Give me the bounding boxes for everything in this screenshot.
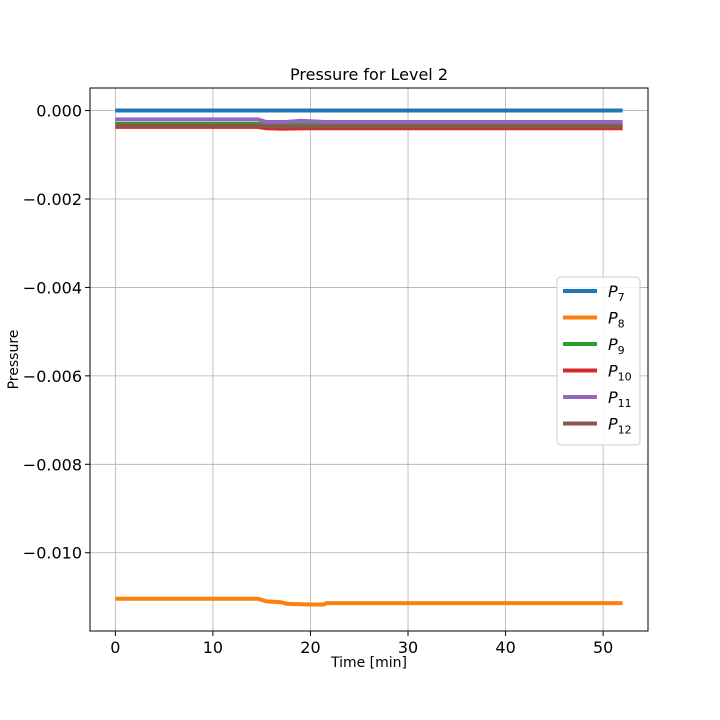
- x-axis-label: Time [min]: [330, 655, 407, 671]
- x-tick-label: 20: [300, 638, 320, 657]
- legend-label: P7: [608, 282, 625, 304]
- legend-box: [556, 276, 641, 446]
- series-line-p11: [115, 117, 623, 125]
- ticks: 0 10 20 30 40 50 0.000 −0.002 −0.004 −0.006 −0.008…: [23, 102, 614, 657]
- legend: P7 P8 P9 P10 P11 P12: [556, 276, 641, 446]
- plot-frame: [89, 87, 649, 632]
- y-axis-label: Pressure: [6, 330, 22, 390]
- series-line-p12: [115, 123, 623, 129]
- y-tick-label: −0.010: [23, 544, 82, 563]
- x-tick-label: 30: [398, 638, 418, 657]
- y-tick-label: −0.004: [23, 278, 82, 297]
- legend-label: P9: [608, 335, 625, 357]
- series-line-p8: [115, 596, 623, 607]
- series-layer: [115, 108, 623, 607]
- legend-label: P8: [608, 309, 625, 331]
- x-tick-label: 50: [593, 638, 613, 657]
- legend-label: P11: [608, 388, 632, 410]
- legend-label: P10: [608, 362, 632, 384]
- x-tick-label: 10: [203, 638, 223, 657]
- x-tick-label: 40: [495, 638, 515, 657]
- y-tick-label: 0.000: [36, 102, 82, 121]
- chart-title: Pressure for Level 2: [290, 65, 448, 84]
- y-tick-label: −0.006: [23, 367, 82, 386]
- legend-label: P12: [608, 415, 632, 437]
- grid: [90, 88, 648, 631]
- y-tick-label: −0.008: [23, 455, 82, 474]
- y-tick-label: −0.002: [23, 190, 82, 209]
- x-tick-label: 0: [110, 638, 120, 657]
